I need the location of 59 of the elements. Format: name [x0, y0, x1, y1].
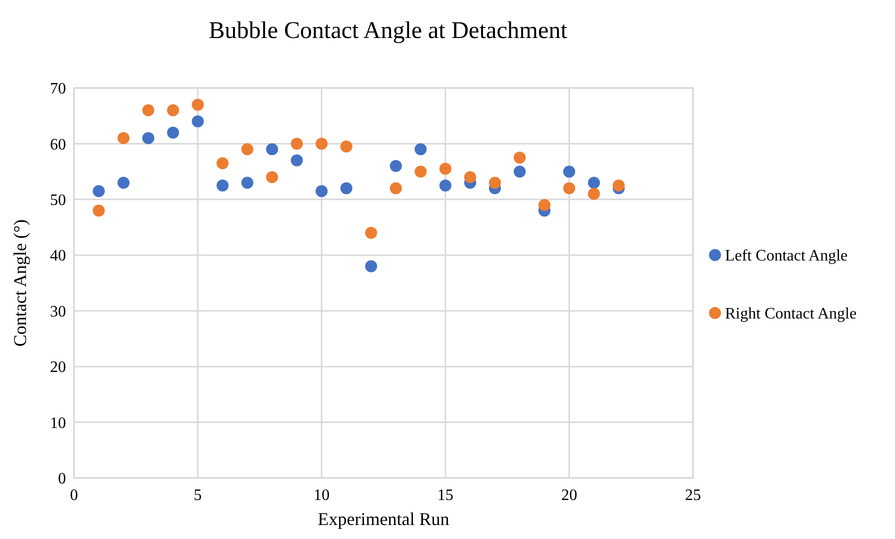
y-axis-title: Contact Angle (°) — [10, 219, 30, 347]
y-tick-label: 40 — [50, 248, 66, 265]
point — [588, 176, 600, 189]
point — [167, 104, 180, 116]
y-tick-label: 50 — [50, 192, 66, 210]
point — [216, 180, 229, 192]
legend-label: Left Contact Angle — [725, 248, 848, 265]
point — [514, 152, 526, 164]
point — [414, 143, 427, 156]
point — [167, 126, 180, 139]
x-tick-label: 15 — [437, 487, 454, 504]
y-tick-label: 20 — [50, 359, 66, 376]
point — [563, 166, 576, 178]
point — [464, 171, 476, 184]
point — [612, 180, 625, 192]
point — [216, 157, 229, 170]
point — [340, 140, 352, 152]
point — [390, 182, 402, 194]
point — [588, 188, 600, 200]
point — [118, 132, 130, 144]
point — [414, 166, 427, 178]
point — [241, 143, 254, 156]
x-tick-label: 0 — [70, 487, 78, 504]
point — [192, 98, 204, 111]
legend-label: Right Contact Angle — [725, 306, 857, 323]
point — [92, 204, 105, 217]
point — [439, 162, 452, 175]
point — [266, 171, 278, 184]
point — [241, 176, 254, 189]
y-tick-label: 30 — [50, 303, 66, 320]
chart-title: Bubble Contact Angle at Detachment — [208, 18, 568, 44]
point — [538, 199, 550, 211]
point — [488, 176, 501, 189]
x-axis-title: Experimental Run — [318, 509, 450, 529]
point — [118, 176, 130, 189]
x-tick-label: 10 — [314, 487, 330, 504]
point — [390, 160, 402, 172]
point — [192, 115, 204, 128]
y-tick-label: 70 — [50, 80, 66, 98]
y-tick-label: 60 — [50, 136, 66, 154]
point — [142, 132, 154, 144]
x-tick-label: 25 — [685, 487, 701, 504]
y-tick-label: 0 — [58, 470, 66, 488]
point — [316, 185, 328, 198]
point — [92, 185, 105, 198]
x-tick-label: 20 — [561, 487, 578, 504]
point — [514, 166, 526, 178]
point — [439, 180, 452, 192]
y-tick-label: 10 — [50, 414, 66, 432]
point — [290, 138, 303, 150]
point — [266, 143, 278, 156]
point — [316, 138, 328, 150]
x-tick-label: 5 — [194, 487, 202, 504]
point — [290, 154, 303, 166]
point — [365, 260, 378, 272]
point — [563, 182, 576, 194]
point — [365, 226, 378, 239]
point — [142, 104, 154, 116]
point — [340, 182, 352, 194]
